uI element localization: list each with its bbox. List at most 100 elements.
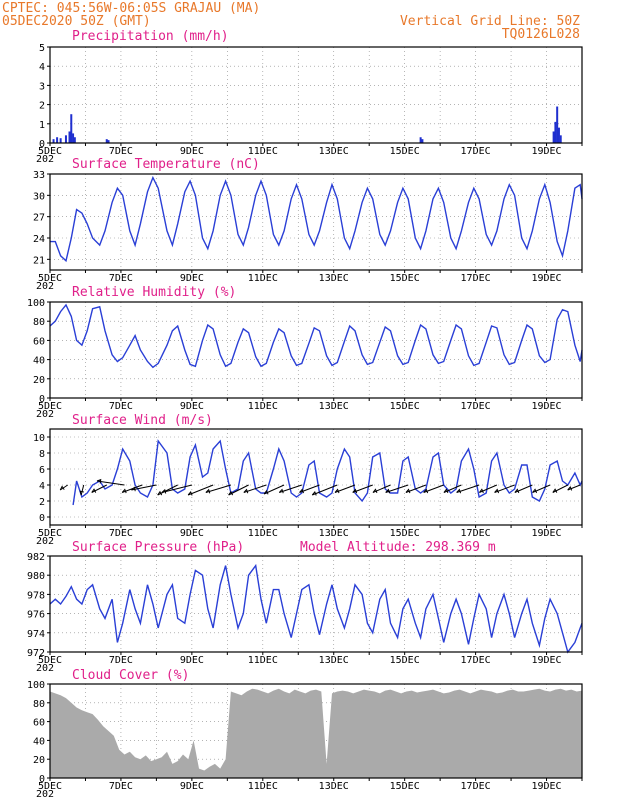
x-tick-label: 17DEC bbox=[461, 655, 491, 666]
x-tick-label: 17DEC bbox=[461, 146, 491, 157]
y-tick-label: 33 bbox=[33, 170, 45, 181]
x-tick-label: 17DEC bbox=[461, 401, 491, 412]
y-tick-label: 974 bbox=[27, 629, 45, 640]
precipitation-title: Precipitation (mm/h) bbox=[72, 29, 229, 44]
wind-arrow-head bbox=[59, 485, 65, 491]
precipitation-bar bbox=[56, 137, 59, 143]
wind-arrow-head bbox=[278, 488, 284, 494]
pressure-title: Surface Pressure (hPa) bbox=[72, 540, 244, 555]
wind-arrow bbox=[205, 484, 232, 493]
x-tick-label: 11DEC bbox=[248, 655, 278, 666]
year-label-fragment: 202 bbox=[36, 663, 54, 674]
y-tick-label: 27 bbox=[33, 213, 45, 224]
x-tick-label: 9DEC bbox=[180, 146, 204, 157]
precipitation-bar bbox=[59, 138, 62, 143]
header-station: CPTEC: 045:56W-06:05S GRAJAU (MA) bbox=[2, 1, 260, 16]
panel-frame bbox=[49, 555, 583, 653]
precipitation-bar bbox=[107, 140, 110, 143]
x-tick-label: 5DEC bbox=[38, 781, 62, 792]
precipitation-bar bbox=[557, 127, 560, 143]
x-tick-label: 17DEC bbox=[461, 781, 491, 792]
y-tick-label: 0 bbox=[39, 139, 45, 150]
wind-arrow-head bbox=[187, 490, 193, 496]
humidity-title: Relative Humidity (%) bbox=[72, 285, 236, 300]
x-tick-label: 7DEC bbox=[109, 655, 133, 666]
x-tick-label: 11DEC bbox=[248, 273, 278, 284]
x-tick-label: 19DEC bbox=[531, 528, 561, 539]
y-tick-label: 4 bbox=[39, 481, 45, 492]
header-model-code: TQ0126L028 bbox=[502, 27, 580, 42]
y-tick-label: 40 bbox=[33, 736, 45, 747]
x-tick-label: 19DEC bbox=[531, 401, 561, 412]
wind-arrow-head bbox=[79, 490, 85, 496]
precipitation-bar bbox=[68, 131, 71, 143]
wind-arrow bbox=[59, 484, 69, 491]
x-tick-label: 13DEC bbox=[319, 528, 349, 539]
x-tick-label: 7DEC bbox=[109, 401, 133, 412]
y-tick-label: 20 bbox=[33, 755, 45, 766]
wind-arrow-head bbox=[299, 488, 304, 494]
y-tick-label: 60 bbox=[33, 336, 45, 347]
x-tick-label: 5DEC bbox=[38, 528, 62, 539]
x-tick-label: 9DEC bbox=[180, 528, 204, 539]
y-tick-label: 6 bbox=[39, 465, 45, 476]
x-tick-label: 15DEC bbox=[390, 655, 420, 666]
wind-arrow-head bbox=[423, 488, 429, 494]
y-tick-label: 21 bbox=[33, 255, 45, 266]
x-tick-label: 11DEC bbox=[248, 781, 278, 792]
precipitation-bar bbox=[421, 139, 424, 143]
x-tick-label: 9DEC bbox=[180, 781, 204, 792]
y-tick-label: 60 bbox=[33, 718, 45, 729]
panel-frame bbox=[49, 46, 583, 144]
x-tick-label: 5DEC bbox=[38, 655, 62, 666]
y-tick-label: 2 bbox=[39, 101, 45, 112]
wind-arrow-head bbox=[352, 488, 358, 494]
wind-arrow-head bbox=[161, 488, 167, 494]
wind-arrow-head bbox=[96, 478, 102, 484]
humidity-panel: Relative Humidity (%) 0 20 40 60 80 100 5DEC 7D… bbox=[27, 285, 583, 420]
x-tick-label: 15DEC bbox=[390, 401, 420, 412]
wind-arrow bbox=[131, 484, 157, 491]
wind-title: Surface Wind (m/s) bbox=[72, 413, 213, 428]
wind-arrow bbox=[91, 484, 107, 493]
wind-arrow bbox=[161, 484, 192, 493]
x-tick-label: 15DEC bbox=[390, 273, 420, 284]
wind-arrow bbox=[80, 484, 85, 496]
pressure-panel: Surface Pressure (hPa) Model Altitude: 2… bbox=[27, 540, 583, 674]
series-line bbox=[49, 563, 583, 654]
wind-arrow-head bbox=[372, 488, 378, 494]
y-tick-label: 10 bbox=[33, 433, 45, 444]
y-tick-label: 0 bbox=[39, 394, 45, 405]
y-tick-label: 3 bbox=[39, 81, 45, 92]
panel-frame bbox=[49, 428, 583, 526]
x-tick-label: 5DEC bbox=[38, 273, 62, 284]
wind-arrow bbox=[552, 484, 569, 493]
cloud-cover-panel: Cloud Cover (%) 0 20 40 60 80 100 5DEC 7DEC 9DEC… bbox=[27, 668, 583, 800]
x-tick-label: 19DEC bbox=[531, 146, 561, 157]
y-tick-label: 80 bbox=[33, 699, 45, 710]
wind-arrow-head bbox=[205, 488, 211, 494]
x-tick-label: 13DEC bbox=[319, 273, 349, 284]
cloud-cover-area bbox=[50, 688, 582, 778]
y-tick-label: 80 bbox=[33, 317, 45, 328]
wind-arrow-head bbox=[532, 488, 538, 494]
x-tick-label: 13DEC bbox=[319, 655, 349, 666]
y-tick-label: 980 bbox=[27, 571, 45, 582]
y-tick-label: 24 bbox=[33, 234, 45, 245]
precipitation-bar bbox=[52, 139, 55, 143]
wind-arrow-head bbox=[228, 490, 234, 496]
year-label-fragment: 202 bbox=[36, 536, 54, 547]
y-tick-label: 30 bbox=[33, 191, 45, 202]
y-tick-label: 978 bbox=[27, 590, 45, 601]
wind-arrow-head bbox=[157, 490, 163, 496]
x-tick-label: 9DEC bbox=[180, 401, 204, 412]
year-label-fragment: 202 bbox=[36, 789, 54, 800]
series-line bbox=[49, 303, 583, 369]
y-tick-label: 1 bbox=[39, 120, 45, 131]
wind-panel: Surface Wind (m/s) 0 2 4 6 8 10 5DEC 7DEC 9DEC 11… bbox=[33, 413, 583, 547]
y-tick-label: 100 bbox=[27, 680, 45, 691]
header-grid-note: Vertical Grid Line: 50Z bbox=[400, 14, 580, 29]
x-tick-label: 7DEC bbox=[109, 273, 133, 284]
y-tick-label: 982 bbox=[27, 552, 45, 563]
